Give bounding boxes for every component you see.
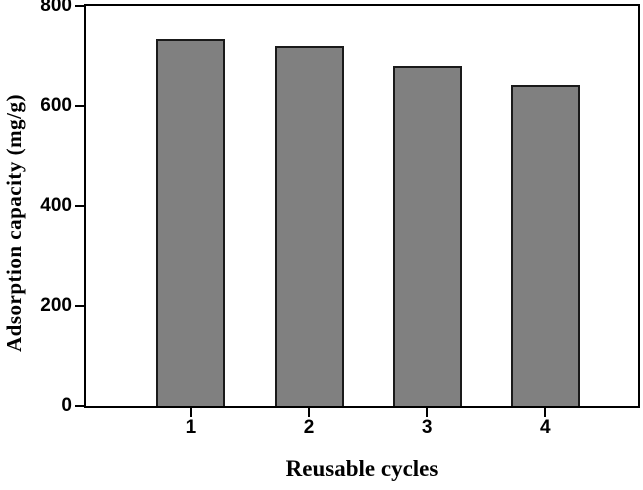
y-axis-tick xyxy=(75,405,84,407)
bar xyxy=(156,38,226,406)
y-axis-tick xyxy=(75,305,84,307)
x-axis-tick xyxy=(308,408,310,417)
bar xyxy=(274,46,344,406)
y-axis-tick xyxy=(75,5,84,7)
y-axis-tick xyxy=(75,105,84,107)
bar xyxy=(510,84,580,406)
bar xyxy=(392,65,462,406)
x-axis-tick xyxy=(189,408,192,417)
x-axis-tick-label: 1 xyxy=(185,417,197,438)
y-axis-tick-label: 800 xyxy=(40,0,72,16)
x-axis-tick xyxy=(544,408,547,417)
y-axis-tick-label: 400 xyxy=(40,195,72,216)
x-axis-tick-label: 2 xyxy=(303,417,315,438)
y-axis-tick-label: 0 xyxy=(61,395,72,416)
plot-area: 0 200 400 600 800 1 2 3 4 xyxy=(40,0,640,438)
y-axis-tick-label: 200 xyxy=(40,295,72,316)
x-axis-tick xyxy=(426,408,429,417)
y-axis-tick xyxy=(75,205,84,207)
x-axis-title: Reusable cycles xyxy=(285,456,439,481)
y-axis-title: Adsorption capacity (mg/g) xyxy=(2,94,26,352)
x-axis-tick-label: 3 xyxy=(421,417,433,438)
x-axis-tick-label: 4 xyxy=(539,417,551,438)
y-axis-tick-label: 600 xyxy=(40,95,72,116)
